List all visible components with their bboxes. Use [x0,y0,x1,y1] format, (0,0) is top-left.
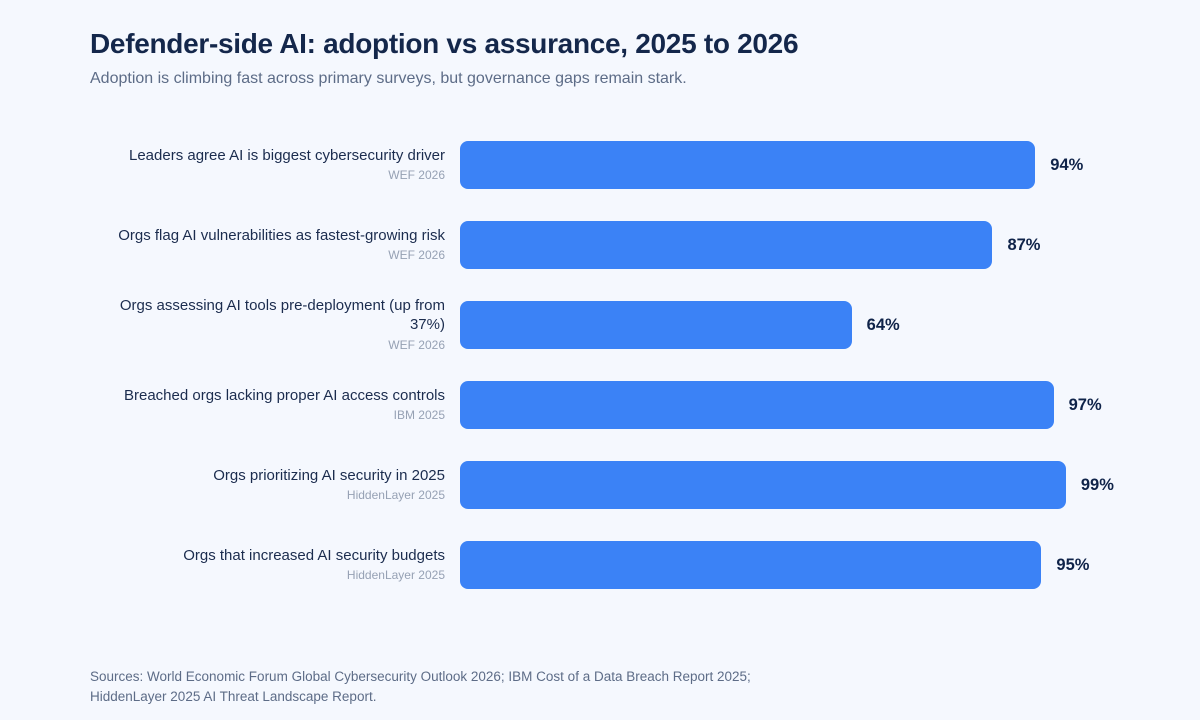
bar-value-label: 87% [1007,235,1041,254]
row-source: WEF 2026 [388,248,445,263]
bar [460,301,852,349]
sources-note: Sources: World Economic Forum Global Cyb… [90,667,1110,706]
bar-value-label: 99% [1080,475,1114,494]
page-title: Defender-side AI: adoption vs assurance,… [90,28,799,59]
row-label: Breached orgs lacking proper AI access c… [124,386,445,404]
bar-scale: 97% [460,381,1102,429]
row-source: WEF 2026 [388,168,445,183]
bar-scale: 99% [460,461,1114,509]
bar-value-label: 64% [866,315,900,334]
bar [460,541,1042,589]
sources-line-2: HiddenLayer 2025 AI Threat Landscape Rep… [90,688,377,704]
bar-value-label: 94% [1050,155,1084,174]
row-label-block: Breached orgs lacking proper AI access c… [90,387,445,424]
chart-row: Orgs flag AI vulnerabilities as fastest-… [90,205,1110,285]
page-subtitle: Adoption is climbing fast across primary… [90,70,687,87]
row-label-block: Orgs that increased AI security budgets … [90,547,445,584]
bar [460,221,993,269]
chart-row: Orgs assessing AI tools pre-deployment (… [90,285,1110,365]
chart-row: Leaders agree AI is biggest cybersecurit… [90,125,1110,205]
bar-value-label: 95% [1056,555,1090,574]
bar-chart: Leaders agree AI is biggest cybersecurit… [90,125,1114,605]
bar-scale: 95% [460,541,1089,589]
row-label: Orgs prioritizing AI security in 2025 [213,466,445,484]
row-source: IBM 2025 [393,408,445,423]
bar [460,381,1054,429]
bar-value-label: 97% [1068,395,1102,414]
chart-row: Breached orgs lacking proper AI access c… [90,365,1110,445]
row-source: HiddenLayer 2025 [346,488,445,503]
row-label-block: Orgs prioritizing AI security in 2025 Hi… [90,467,445,504]
sources-line-1: Sources: World Economic Forum Global Cyb… [90,669,751,684]
row-label: Orgs flag AI vulnerabilities as fastest-… [118,226,445,244]
bar-scale: 87% [460,221,1072,269]
row-label-block: Orgs flag AI vulnerabilities as fastest-… [90,227,445,264]
bar [460,461,1066,509]
bar-scale: 64% [460,301,1072,349]
row-label-block: Leaders agree AI is biggest cybersecurit… [90,147,445,184]
row-label-block: Orgs assessing AI tools pre-deployment (… [90,297,445,353]
bar-scale: 94% [460,141,1083,189]
row-source: WEF 2026 [388,337,445,352]
row-label: Orgs that increased AI security budgets [183,546,445,564]
chart-row: Orgs that increased AI security budgets … [90,525,1110,605]
chart-row: Orgs prioritizing AI security in 2025 Hi… [90,445,1114,525]
row-source: HiddenLayer 2025 [346,568,445,583]
row-label: Orgs assessing AI tools pre-deployment (… [119,297,445,333]
bar [460,141,1036,189]
row-label: Leaders agree AI is biggest cybersecurit… [129,146,445,164]
